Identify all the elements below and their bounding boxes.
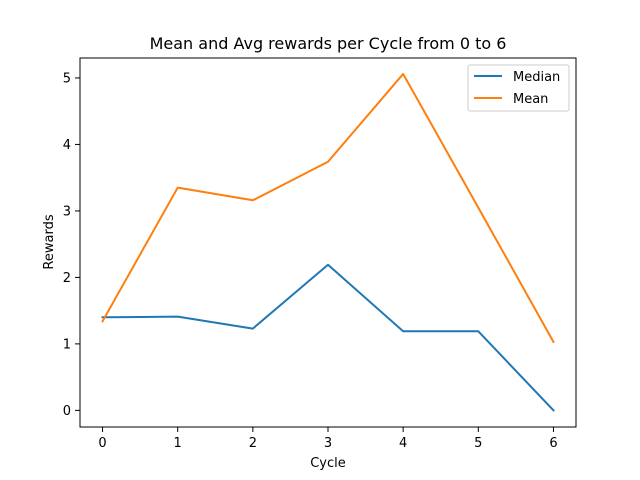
legend-entries: Median Mean <box>474 70 560 107</box>
x-tick-label: 4 <box>399 436 407 451</box>
y-axis-ticks: 0 1 2 3 4 5 <box>63 71 80 419</box>
x-tick-label: 2 <box>249 436 257 451</box>
x-tick-label: 6 <box>549 436 557 451</box>
legend-label-median: Median <box>513 70 560 85</box>
x-tick-label: 1 <box>174 436 182 451</box>
x-tick-label: 3 <box>324 436 332 451</box>
y-axis-title: Rewards <box>42 214 57 269</box>
plot-frame <box>79 57 577 428</box>
plot-area <box>79 57 577 428</box>
series-line-mean <box>101 72 555 344</box>
series-line-median <box>101 263 555 412</box>
x-axis-title: Cycle <box>310 456 346 471</box>
y-tick-label: 2 <box>63 271 71 286</box>
y-tick-label: 3 <box>63 204 71 219</box>
y-tick-label: 4 <box>63 138 71 153</box>
series-layer <box>101 72 555 412</box>
legend: Median Mean <box>467 64 570 112</box>
x-axis-ticks: 0 1 2 3 4 5 6 <box>98 427 558 451</box>
x-tick-label: 5 <box>474 436 482 451</box>
chart-title: Mean and Avg rewards per Cycle from 0 to… <box>150 34 507 53</box>
y-tick-label: 1 <box>63 337 71 352</box>
y-tick-label: 5 <box>63 71 71 86</box>
x-tick-label: 0 <box>98 436 106 451</box>
y-tick-label: 0 <box>63 404 71 419</box>
legend-label-mean: Mean <box>513 92 548 107</box>
